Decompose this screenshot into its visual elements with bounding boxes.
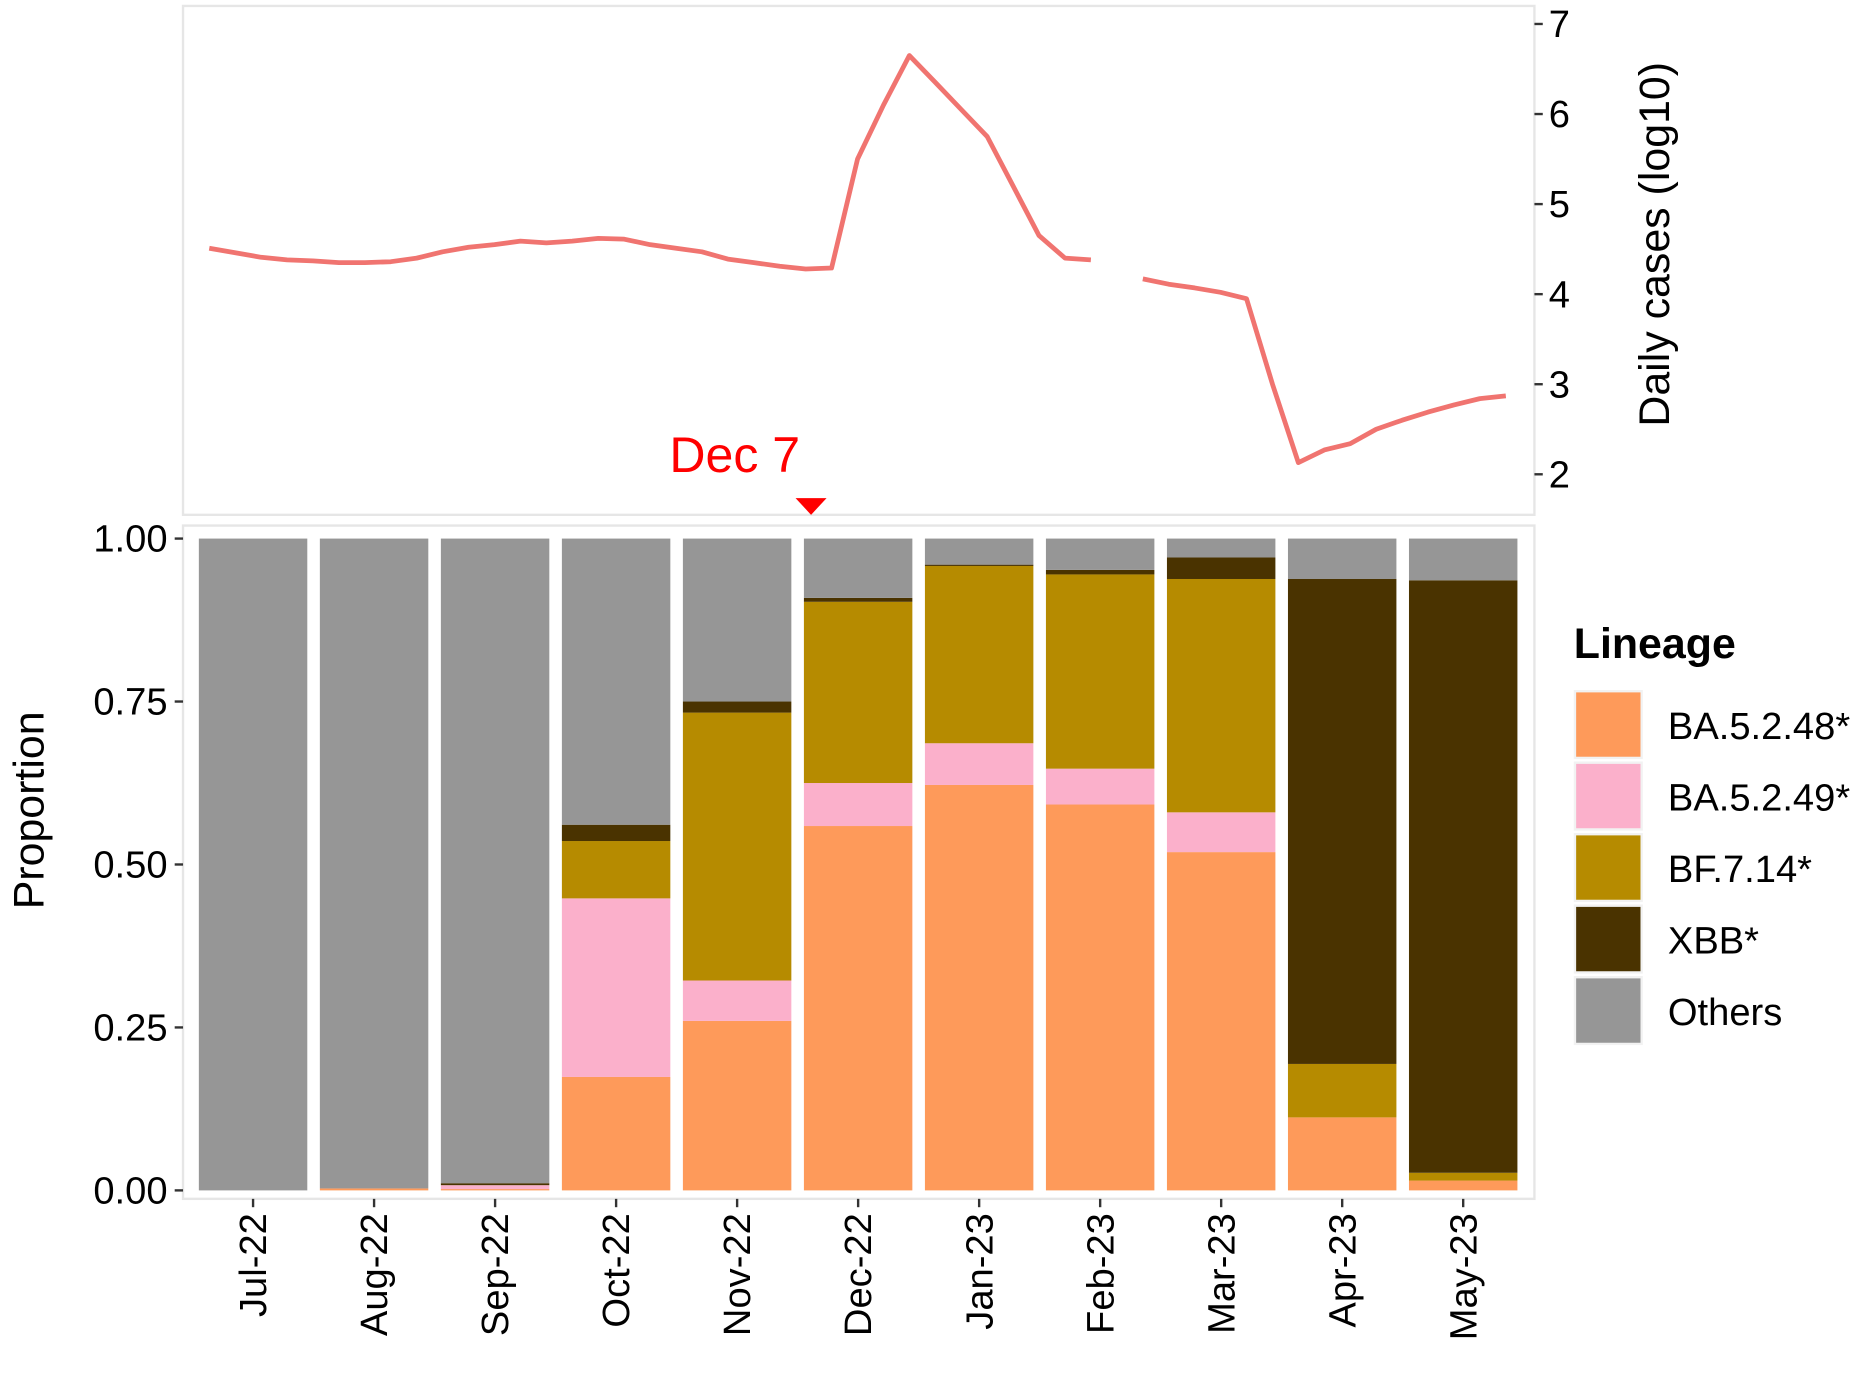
bar-segment — [561, 1076, 671, 1191]
bar-segment — [803, 826, 913, 1191]
x-tick-label: Nov-22 — [716, 1213, 759, 1336]
bar-segment — [924, 784, 1034, 1191]
legend-label: Others — [1668, 991, 1782, 1034]
bar-segment — [924, 565, 1034, 744]
x-tick-label: Sep-22 — [474, 1213, 517, 1336]
bar-segment — [440, 538, 550, 1184]
x-tick-label: Oct-22 — [595, 1213, 638, 1327]
y2-tick-label: 7 — [1549, 3, 1570, 46]
line — [208, 53, 1507, 466]
y-tick-label: 0.75 — [93, 681, 167, 724]
bar-segment — [1166, 578, 1276, 813]
annotation: Dec 7 — [669, 427, 800, 483]
x-tick-label: Apr-23 — [1321, 1213, 1364, 1327]
y2-tick-label: 4 — [1549, 273, 1570, 316]
bar-segment — [803, 538, 913, 598]
legend-label: BA.5.2.48* — [1668, 705, 1850, 748]
bar-segment — [924, 538, 1034, 565]
bar-segment — [1045, 569, 1155, 575]
bar-segment — [1287, 1117, 1397, 1191]
bar-segment — [1408, 538, 1518, 581]
bar-segment — [803, 601, 913, 784]
legend-label: XBB* — [1668, 919, 1759, 962]
y-tick-label: 0.25 — [93, 1007, 167, 1050]
bar-segment — [561, 841, 671, 899]
legend-title: Lineage — [1574, 620, 1736, 668]
y-tick-label: 0.50 — [93, 844, 167, 887]
x-tick-label: Dec-22 — [837, 1213, 880, 1336]
legend-key — [1573, 904, 1643, 974]
y2-axis-title: Daily cases (log10) — [1631, 62, 1679, 427]
legend-key — [1573, 761, 1643, 831]
bar-segment — [803, 783, 913, 827]
bar-segment — [1408, 1180, 1518, 1191]
bar-segment — [924, 564, 1034, 566]
bar-segment — [1408, 1172, 1518, 1181]
y-tick-label: 0.00 — [93, 1169, 167, 1212]
bar-segment — [1045, 804, 1155, 1191]
bar-segment — [1045, 574, 1155, 769]
legend-key — [1573, 833, 1643, 903]
bar-segment — [682, 980, 792, 1021]
bar-segment — [1287, 578, 1397, 1064]
bar-segment — [561, 824, 671, 842]
bar-segment — [440, 1183, 550, 1186]
legend-label: BF.7.14* — [1668, 848, 1812, 891]
y2-tick-label: 2 — [1549, 453, 1570, 496]
bar-segment — [1287, 1063, 1397, 1118]
bar-segment — [682, 712, 792, 981]
bar-segment — [561, 898, 671, 1077]
bar-segment — [1045, 768, 1155, 805]
bar-segment — [803, 597, 913, 602]
x-tick-label: May-23 — [1442, 1213, 1485, 1340]
bar-segment — [1287, 538, 1397, 579]
legend-label: BA.5.2.49* — [1668, 776, 1850, 819]
y2-tick-label: 6 — [1549, 93, 1570, 136]
bar-segment — [1166, 812, 1276, 853]
y-tick-label: 1.00 — [93, 518, 167, 561]
x-tick-label: Aug-22 — [353, 1213, 396, 1336]
legend-key — [1573, 690, 1643, 760]
bar-segment — [440, 1185, 550, 1190]
x-tick-label: Jul-22 — [232, 1213, 275, 1317]
bar-segment — [319, 538, 429, 1189]
x-tick-label: Feb-23 — [1079, 1213, 1122, 1334]
bar-segment — [1166, 538, 1276, 558]
legend-key — [1573, 976, 1643, 1046]
bar-segment — [440, 1189, 550, 1191]
y2-tick-label: 3 — [1549, 363, 1570, 406]
bar-segment — [682, 538, 792, 702]
y2-tick-label: 5 — [1549, 183, 1570, 226]
bar-segment — [682, 1020, 792, 1191]
x-tick-label: Mar-23 — [1200, 1213, 1243, 1334]
bar-segment — [198, 538, 308, 1191]
bar-segment — [924, 743, 1034, 785]
bar-segment — [1166, 557, 1276, 579]
x-tick-label: Jan-23 — [958, 1213, 1001, 1330]
y-axis-title: Proportion — [6, 711, 54, 909]
annotation-marker — [795, 498, 827, 515]
bar-segment — [561, 538, 671, 825]
bar-segment — [1408, 580, 1518, 1173]
bar-segment — [1045, 538, 1155, 570]
bar-segment — [682, 701, 792, 713]
bar-segment — [1166, 852, 1276, 1191]
bar-segment — [319, 1188, 429, 1191]
